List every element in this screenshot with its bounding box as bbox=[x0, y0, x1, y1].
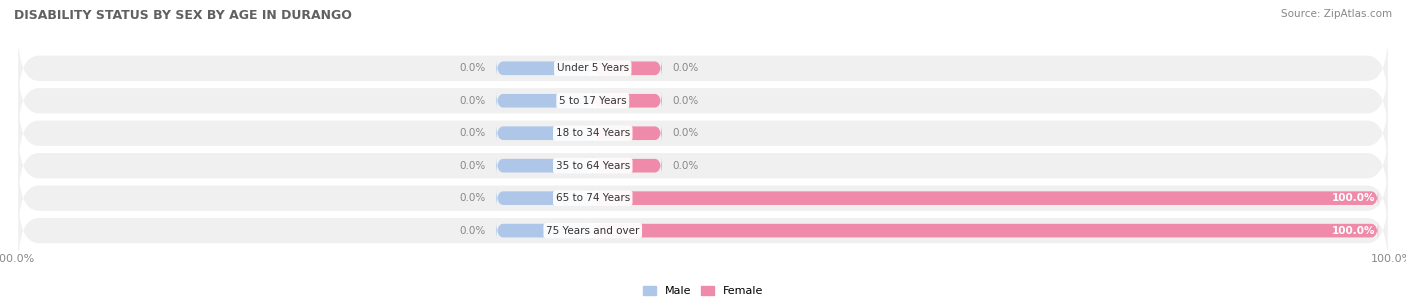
Text: 0.0%: 0.0% bbox=[672, 63, 699, 73]
FancyBboxPatch shape bbox=[496, 124, 593, 143]
Text: 0.0%: 0.0% bbox=[458, 161, 485, 171]
FancyBboxPatch shape bbox=[18, 162, 1388, 234]
Text: 5 to 17 Years: 5 to 17 Years bbox=[560, 96, 627, 106]
Text: 65 to 74 Years: 65 to 74 Years bbox=[555, 193, 630, 203]
FancyBboxPatch shape bbox=[593, 59, 662, 78]
FancyBboxPatch shape bbox=[593, 189, 1378, 208]
Text: 0.0%: 0.0% bbox=[458, 128, 485, 138]
Text: 35 to 64 Years: 35 to 64 Years bbox=[555, 161, 630, 171]
FancyBboxPatch shape bbox=[18, 65, 1388, 137]
Text: 0.0%: 0.0% bbox=[458, 63, 485, 73]
FancyBboxPatch shape bbox=[18, 195, 1388, 267]
FancyBboxPatch shape bbox=[496, 221, 593, 240]
FancyBboxPatch shape bbox=[593, 156, 662, 175]
FancyBboxPatch shape bbox=[593, 91, 662, 110]
FancyBboxPatch shape bbox=[496, 156, 593, 175]
Text: 100.0%: 100.0% bbox=[1331, 226, 1375, 236]
Text: 0.0%: 0.0% bbox=[458, 96, 485, 106]
Text: 0.0%: 0.0% bbox=[672, 161, 699, 171]
Legend: Male, Female: Male, Female bbox=[638, 282, 768, 301]
Text: 18 to 34 Years: 18 to 34 Years bbox=[555, 128, 630, 138]
FancyBboxPatch shape bbox=[496, 59, 593, 78]
Text: 0.0%: 0.0% bbox=[458, 193, 485, 203]
FancyBboxPatch shape bbox=[593, 124, 662, 143]
FancyBboxPatch shape bbox=[18, 32, 1388, 104]
Text: 100.0%: 100.0% bbox=[1331, 193, 1375, 203]
FancyBboxPatch shape bbox=[18, 130, 1388, 202]
Text: 0.0%: 0.0% bbox=[458, 226, 485, 236]
Text: 0.0%: 0.0% bbox=[672, 96, 699, 106]
Text: Source: ZipAtlas.com: Source: ZipAtlas.com bbox=[1281, 9, 1392, 19]
FancyBboxPatch shape bbox=[496, 91, 593, 110]
FancyBboxPatch shape bbox=[18, 97, 1388, 169]
FancyBboxPatch shape bbox=[496, 189, 593, 208]
Text: Under 5 Years: Under 5 Years bbox=[557, 63, 628, 73]
FancyBboxPatch shape bbox=[593, 221, 1378, 240]
Text: DISABILITY STATUS BY SEX BY AGE IN DURANGO: DISABILITY STATUS BY SEX BY AGE IN DURAN… bbox=[14, 9, 352, 22]
Text: 75 Years and over: 75 Years and over bbox=[546, 226, 640, 236]
Text: 0.0%: 0.0% bbox=[672, 128, 699, 138]
